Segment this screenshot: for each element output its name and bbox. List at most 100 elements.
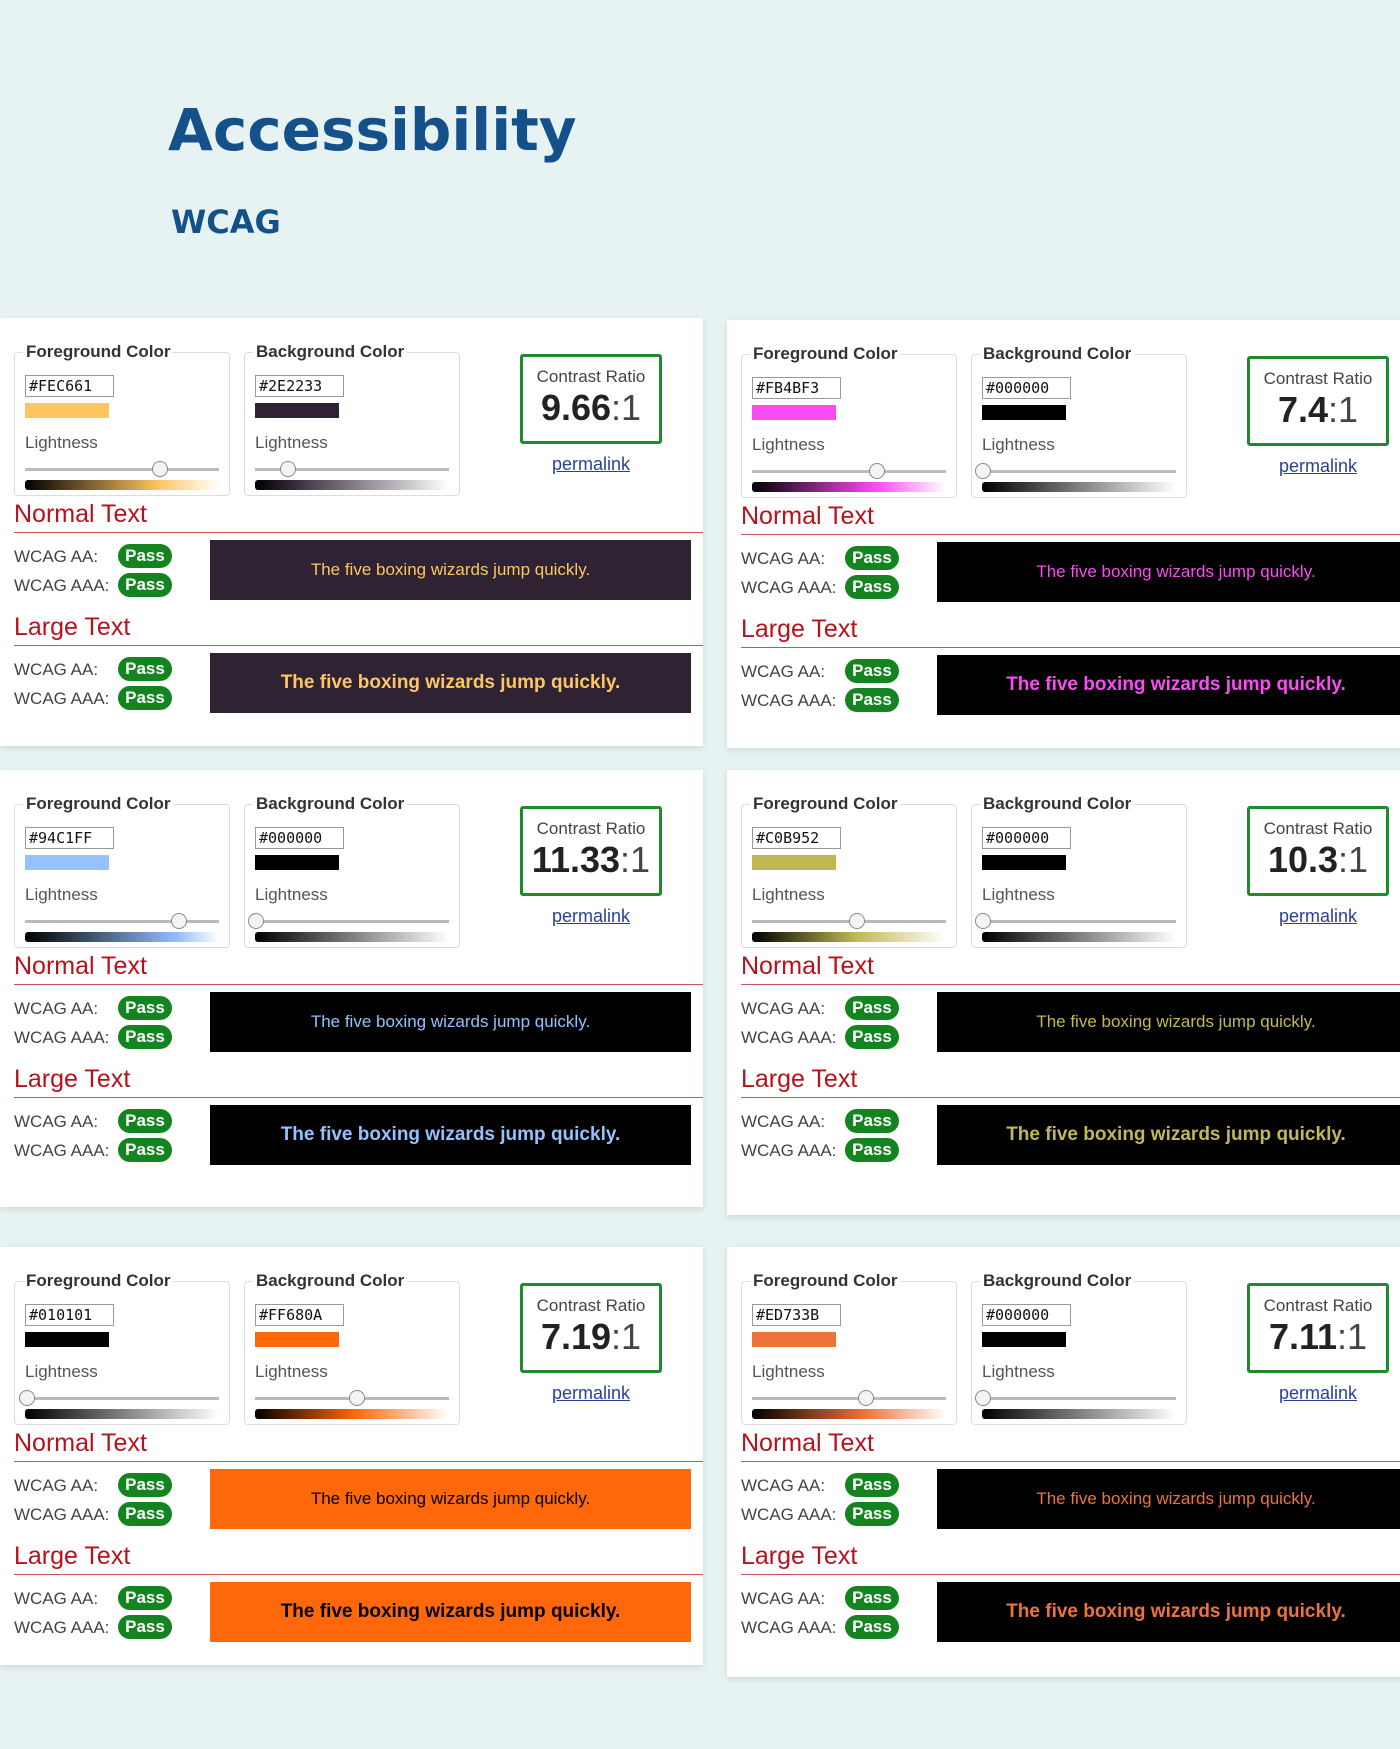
slider-track [25, 920, 219, 923]
section-title: Large Text [741, 615, 858, 643]
normal-sample: The five boxing wizards jump quickly. [937, 992, 1400, 1052]
slider-thumb[interactable] [857, 1390, 874, 1406]
foreground-box: Foreground Color #ED733B Lightness [741, 1271, 957, 1425]
permalink[interactable]: permalink [551, 454, 631, 474]
hex-input[interactable]: #000000 [255, 827, 344, 849]
color-label: Background Color [980, 1271, 1135, 1291]
slider-thumb[interactable] [975, 913, 991, 929]
section-rule [14, 1574, 703, 1575]
pass-badge: Pass [118, 1502, 172, 1526]
section-title: Normal Text [741, 502, 874, 530]
hex-input[interactable]: #94C1FF [25, 827, 114, 849]
section-title: Normal Text [14, 1429, 147, 1457]
color-swatch [25, 855, 109, 870]
contrast-label: Contrast Ratio [1263, 369, 1373, 388]
lightness-gradient [255, 932, 449, 942]
slider-thumb[interactable] [171, 913, 188, 929]
ratio-value: 7.11 [1268, 1316, 1338, 1357]
section-rule [741, 984, 1400, 985]
section-rule [741, 1461, 1400, 1462]
hex-input[interactable]: #FEC661 [25, 375, 114, 397]
color-label: Background Color [253, 1271, 408, 1291]
contrast-panel: Foreground Color #C0B952 Lightness Backgrou… [727, 770, 1400, 1215]
section-rule [741, 1097, 1400, 1098]
foreground-box: Foreground Color #010101 Lightness [14, 1271, 230, 1425]
lightness-label: Lightness [25, 1362, 98, 1381]
pass-badge: Pass [118, 996, 172, 1020]
pass-badge: Pass [118, 1473, 172, 1497]
lightness-gradient [982, 1409, 1176, 1419]
pass-badge: Pass [118, 573, 172, 597]
contrast-panel: Foreground Color #94C1FF Lightness Backgrou… [0, 770, 703, 1207]
slider-thumb[interactable] [18, 1390, 35, 1406]
large-sample: The five boxing wizards jump quickly. [937, 655, 1400, 715]
lightness-gradient [752, 482, 946, 492]
hex-input[interactable]: #000000 [982, 1304, 1071, 1326]
normal-sample: The five boxing wizards jump quickly. [937, 542, 1400, 602]
check-label: WCAG AA: [741, 549, 826, 568]
contrast-ratio: 11.33:1 [523, 839, 659, 881]
background-box: Background Color #000000 Lightness [244, 794, 460, 948]
slider-thumb[interactable] [151, 461, 168, 477]
hex-input[interactable]: #2E2233 [255, 375, 344, 397]
pass-badge: Pass [845, 1109, 899, 1133]
hex-input[interactable]: #000000 [982, 827, 1071, 849]
section-title: Large Text [741, 1542, 858, 1570]
hex-input[interactable]: #010101 [25, 1304, 114, 1326]
background-box: Background Color #000000 Lightness [971, 794, 1187, 948]
check-label: WCAG AA: [741, 1476, 826, 1495]
hex-input[interactable]: #000000 [982, 377, 1071, 399]
section-rule [741, 534, 1400, 535]
background-box: Background Color #000000 Lightness [971, 344, 1187, 498]
slider-thumb[interactable] [975, 463, 991, 479]
ratio-value: 11.33 [531, 839, 621, 880]
contrast-ratio: 10.3:1 [1250, 839, 1386, 881]
slider-thumb[interactable] [869, 463, 885, 479]
contrast-ratio: 9.66:1 [523, 387, 659, 429]
section-title: Large Text [741, 1065, 858, 1093]
slider-thumb[interactable] [348, 1390, 365, 1406]
pass-badge: Pass [118, 1109, 172, 1133]
slider-thumb[interactable] [975, 1390, 991, 1406]
slider-thumb[interactable] [280, 461, 297, 477]
permalink[interactable]: permalink [1278, 906, 1358, 926]
permalink[interactable]: permalink [551, 1383, 631, 1403]
contrast-label: Contrast Ratio [536, 819, 646, 838]
lightness-gradient [982, 482, 1176, 492]
check-label: WCAG AA: [14, 547, 99, 566]
normal-sample: The five boxing wizards jump quickly. [210, 1469, 691, 1529]
permalink[interactable]: permalink [1278, 1383, 1358, 1403]
contrast-box: Contrast Ratio 9.66:1 [520, 354, 662, 444]
hex-input[interactable]: #FF680A [255, 1304, 344, 1326]
permalink[interactable]: permalink [551, 906, 631, 926]
lightness-label: Lightness [25, 885, 98, 904]
page-title: Accessibility [168, 96, 577, 164]
ratio-suffix: :1 [611, 1316, 642, 1357]
normal-sample: The five boxing wizards jump quickly. [937, 1469, 1400, 1529]
ratio-value: 10.3 [1267, 839, 1339, 880]
large-sample: The five boxing wizards jump quickly. [937, 1582, 1400, 1642]
hex-input[interactable]: #ED733B [752, 1304, 841, 1326]
color-label: Foreground Color [23, 342, 174, 362]
pass-badge: Pass [845, 688, 899, 712]
slider-track [255, 468, 449, 471]
lightness-gradient [25, 1409, 219, 1419]
contrast-label: Contrast Ratio [536, 367, 646, 386]
hex-input[interactable]: #C0B952 [752, 827, 841, 849]
permalink[interactable]: permalink [1278, 456, 1358, 476]
lightness-label: Lightness [255, 433, 328, 452]
color-label: Foreground Color [750, 344, 901, 364]
slider-thumb[interactable] [248, 913, 264, 929]
hex-input[interactable]: #FB4BF3 [752, 377, 841, 399]
lightness-label: Lightness [25, 433, 98, 452]
check-label: WCAG AA: [14, 1476, 99, 1495]
background-box: Background Color #FF680A Lightness [244, 1271, 460, 1425]
color-label: Background Color [980, 344, 1135, 364]
color-swatch [25, 1332, 109, 1347]
large-sample: The five boxing wizards jump quickly. [937, 1105, 1400, 1165]
contrast-box: Contrast Ratio 7.11:1 [1247, 1283, 1389, 1373]
slider-track [982, 1397, 1176, 1400]
contrast-ratio: 7.4:1 [1250, 389, 1386, 431]
slider-thumb[interactable] [849, 913, 866, 929]
section-rule [14, 1461, 703, 1462]
